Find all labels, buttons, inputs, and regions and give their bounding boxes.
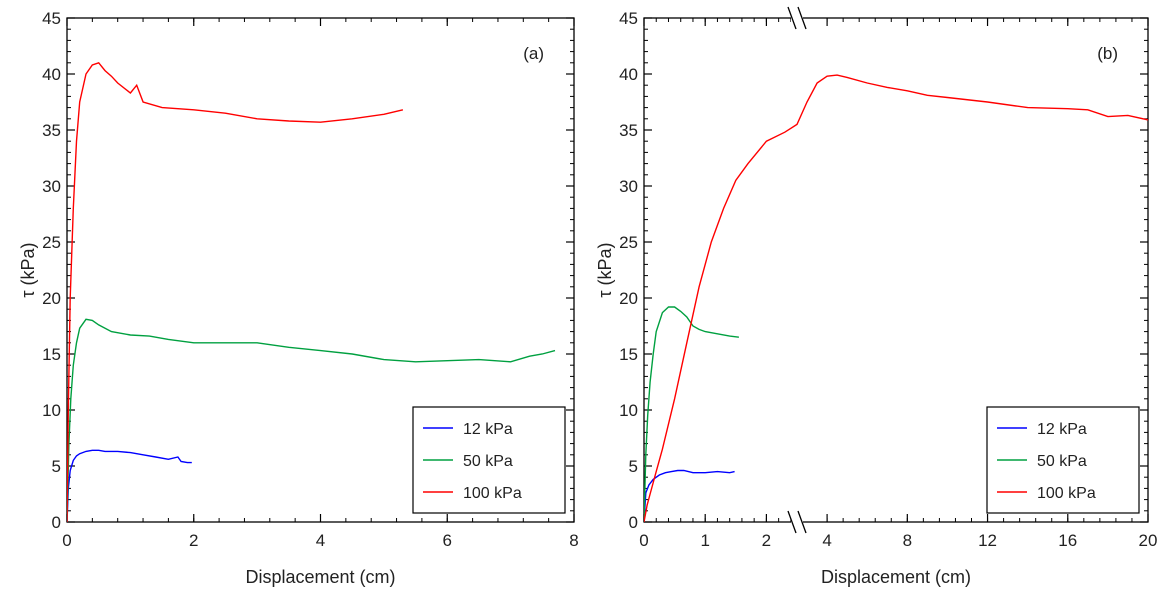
- chart1-x-axis-title: Displacement (cm): [821, 567, 971, 587]
- chart1-xtick-label: 1: [700, 531, 709, 550]
- chart0-series-line-50-kpa: [67, 318, 556, 522]
- chart1-ytick-label: 15: [619, 345, 638, 364]
- chart1-ytick-label: 20: [619, 289, 638, 308]
- chart0-ytick-label: 30: [42, 177, 61, 196]
- chart0-legend-label: 12 kPa: [463, 421, 513, 438]
- chart1-legend-label: 100 kPa: [1037, 485, 1096, 502]
- chart1-xtick-label: 16: [1058, 531, 1077, 550]
- axis-break-mark: [797, 510, 807, 534]
- chart0-xtick-label: 2: [189, 531, 198, 550]
- chart0-ytick-label: 15: [42, 345, 61, 364]
- chart1-xtick-label: 0: [639, 531, 648, 550]
- chart1-legend-label: 12 kPa: [1037, 421, 1087, 438]
- chart1-ytick-label: 0: [629, 513, 638, 532]
- chart1-xtick-label: 12: [978, 531, 997, 550]
- chart1-series-line-50-kpa: [644, 306, 739, 522]
- chart0-xtick-label: 4: [316, 531, 325, 550]
- chart0-x-axis-title: Displacement (cm): [245, 567, 395, 587]
- chart1-xtick-label: 20: [1139, 531, 1158, 550]
- chart1-ytick-label: 25: [619, 233, 638, 252]
- chart0-ytick-label: 20: [42, 289, 61, 308]
- axis-break-mark: [787, 6, 797, 30]
- chart1-ytick-label: 30: [619, 177, 638, 196]
- chart1-y-axis-title: τ (kPa): [595, 242, 615, 297]
- chart1-series-line-12-kpa: [644, 469, 735, 522]
- chart0-ytick-label: 45: [42, 9, 61, 28]
- chart1-ytick-label: 40: [619, 65, 638, 84]
- chart0-xtick-label: 8: [569, 531, 578, 550]
- chart0-xtick-label: 0: [62, 531, 71, 550]
- chart0-legend-label: 50 kPa: [463, 453, 513, 470]
- chart0-series-line-100-kpa: [67, 61, 404, 522]
- chart1-ytick-label: 45: [619, 9, 638, 28]
- chart0-ytick-label: 0: [52, 513, 61, 532]
- chart0-ytick-label: 5: [52, 457, 61, 476]
- chart0-series-line-12-kpa: [67, 449, 192, 522]
- chart0-y-axis-title: τ (kPa): [18, 242, 38, 297]
- chart1-xtick-label: 8: [903, 531, 912, 550]
- chart0-ytick-label: 10: [42, 401, 61, 420]
- chart0-legend-label: 100 kPa: [463, 485, 522, 502]
- chart0-xtick-label: 6: [443, 531, 452, 550]
- axis-break-gap: [791, 511, 803, 533]
- chart0-ytick-label: 40: [42, 65, 61, 84]
- chart1-ytick-label: 35: [619, 121, 638, 140]
- chart1-legend-label: 50 kPa: [1037, 453, 1087, 470]
- chart1-xtick-label: 2: [762, 531, 771, 550]
- axis-break-mark: [787, 510, 797, 534]
- chart1-ytick-label: 10: [619, 401, 638, 420]
- chart1-series-line-100-kpa: [644, 74, 1148, 522]
- chart1-ytick-label: 5: [629, 457, 638, 476]
- chart1-xtick-label: 4: [822, 531, 831, 550]
- chart0-ytick-label: 35: [42, 121, 61, 140]
- chart1-plot-frame: [643, 17, 1149, 523]
- axis-break-mark: [797, 6, 807, 30]
- axis-break-gap: [791, 7, 803, 29]
- chart0-panel-label: (a): [523, 44, 544, 63]
- chart1-panel-label: (b): [1097, 44, 1118, 63]
- chart0-ytick-label: 25: [42, 233, 61, 252]
